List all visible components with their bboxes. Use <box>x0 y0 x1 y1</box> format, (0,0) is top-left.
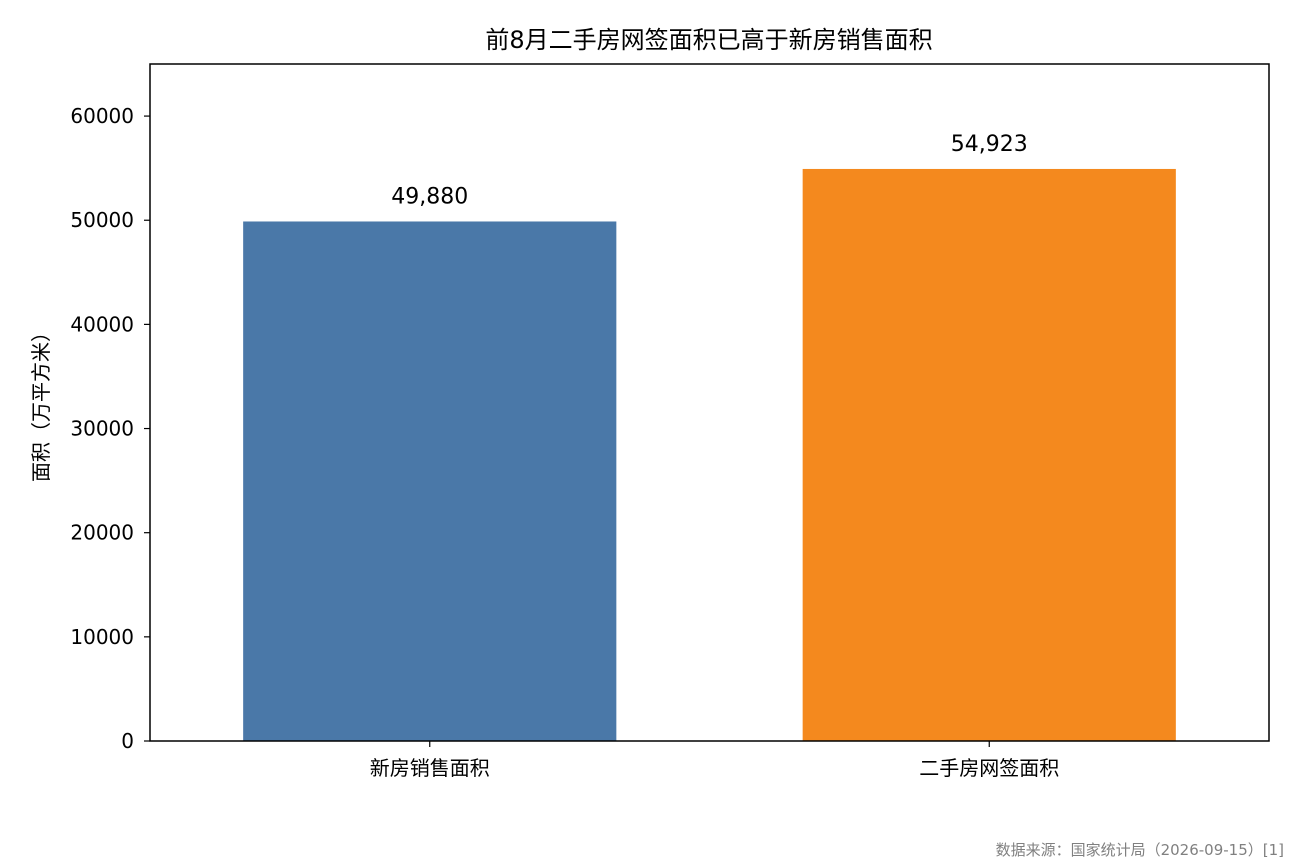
y-axis-ticks: 0 10000 20000 30000 40000 50000 60000 <box>70 104 150 753</box>
data-label-1: 49,880 <box>391 184 468 209</box>
chart-title: 前8月二手房网签面积已高于新房销售面积 <box>485 26 932 54</box>
y-tick-label-5: 50000 <box>70 208 134 232</box>
y-tick-label-0: 0 <box>121 729 134 753</box>
x-tick-label-2: 二手房网签面积 <box>919 756 1059 780</box>
data-label-2: 54,923 <box>951 132 1028 157</box>
data-labels-layer: 49,880 54,923 <box>391 132 1027 210</box>
x-tick-label-1: 新房销售面积 <box>370 756 490 780</box>
bars-layer <box>243 168 1176 742</box>
y-tick-label-6: 60000 <box>70 104 134 128</box>
plot-frame <box>149 63 1270 742</box>
y-tick-label-2: 20000 <box>70 521 134 545</box>
x-axis-ticks: 新房销售面积 二手房网签面积 <box>370 741 1059 780</box>
source-note: 数据来源：国家统计局（2026-09-15）[1] <box>995 841 1284 859</box>
y-tick-label-3: 30000 <box>70 417 134 441</box>
y-tick-label-1: 10000 <box>70 625 134 649</box>
bar-1 <box>243 221 617 742</box>
y-tick-label-4: 40000 <box>70 312 134 336</box>
bar-2 <box>802 168 1176 742</box>
y-axis-label: 面积（万平方米） <box>29 322 53 482</box>
